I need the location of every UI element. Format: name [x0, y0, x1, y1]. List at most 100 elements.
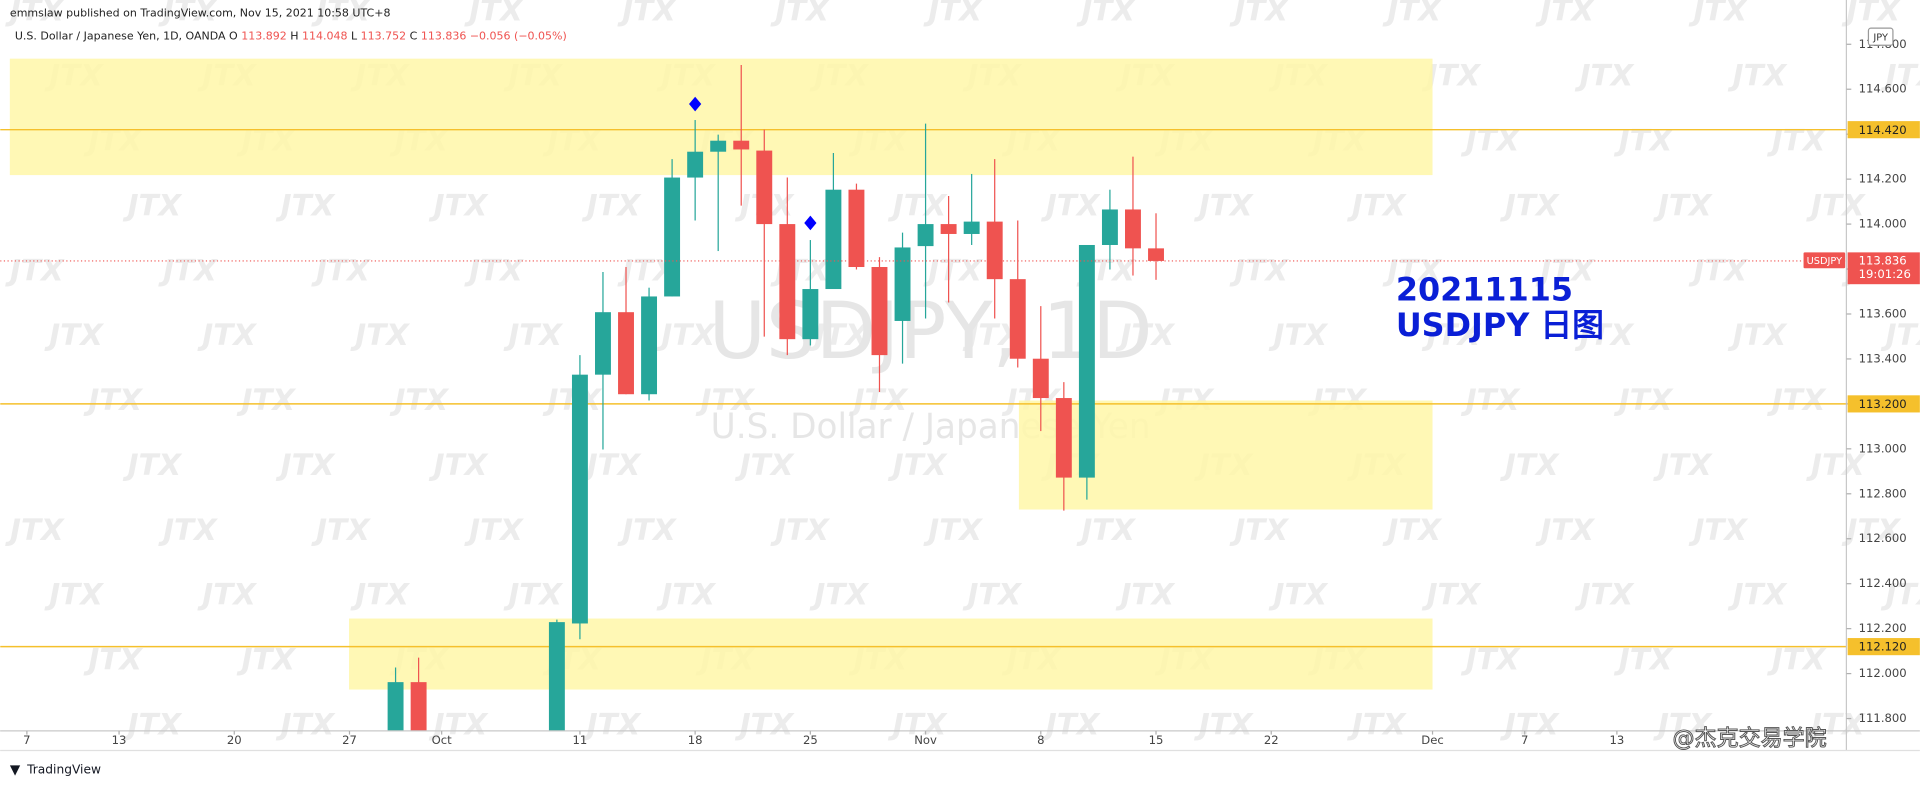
- watermark: JTX: [1382, 253, 1442, 287]
- watermark: JTX: [1688, 513, 1748, 547]
- watermark: JTX: [464, 253, 524, 287]
- watermark: JTX: [464, 513, 524, 547]
- watermark: JTX: [5, 0, 65, 28]
- axes: 111.800 112.000 112.200 112.400 112.600 112.8…: [23, 27, 1920, 747]
- x-tick-label: 27: [342, 733, 357, 747]
- ohlc-value: 114.048: [302, 30, 347, 43]
- watermark: JTX: [1382, 513, 1442, 547]
- watermark: JTX: [888, 708, 948, 742]
- watermark: JTX: [197, 318, 257, 352]
- watermark: JTX: [888, 448, 948, 482]
- watermark: JTX: [1881, 318, 1920, 352]
- watermark: JTX: [923, 513, 983, 547]
- watermark: JTX: [1688, 253, 1748, 287]
- x-tick-label: 8: [1037, 733, 1044, 747]
- watermark: JTX: [311, 513, 371, 547]
- watermark: JTX: [1229, 513, 1289, 547]
- x-tick-label: Dec: [1421, 733, 1443, 747]
- watermark: JTX: [617, 0, 677, 28]
- watermark: JTX: [1461, 643, 1521, 677]
- y-tick-label: 112.400: [1859, 576, 1907, 590]
- watermark: JTX: [5, 513, 65, 547]
- legend-title: U.S. Dollar / Japanese Yen, 1D, OANDA: [15, 30, 226, 43]
- candle-body: [871, 267, 888, 356]
- plot: USDJPY, 1DU.S. Dollar / Japanese Yen: [0, 58, 1847, 731]
- watermark: JTX: [1881, 59, 1920, 93]
- watermark: JTX: [429, 708, 489, 742]
- y-tick-label: 112.000: [1859, 666, 1907, 680]
- marker: [689, 96, 702, 112]
- watermark: JTX: [276, 188, 336, 222]
- candle-body: [710, 140, 727, 152]
- x-tick-label: 7: [23, 733, 30, 747]
- watermark: JTX: [83, 383, 143, 417]
- candle-body: [1125, 209, 1141, 249]
- candle-body: [595, 312, 611, 375]
- watermark: JTX: [1688, 0, 1748, 28]
- watermark: JTX: [1653, 708, 1713, 742]
- marker: [804, 215, 817, 231]
- watermark: JTX: [276, 708, 336, 742]
- watermark: JTX: [1575, 318, 1635, 352]
- watermark: JTX: [1614, 124, 1674, 158]
- watermark: JTX: [1535, 0, 1595, 28]
- watermark: JTX: [1653, 188, 1713, 222]
- y-tick-label: 112.800: [1859, 486, 1907, 500]
- candle-body: [802, 289, 819, 340]
- watermark: JTX: [197, 578, 257, 612]
- watermark: JTX: [1767, 383, 1827, 417]
- watermark: JTX: [1229, 253, 1289, 287]
- level-label: 114.420: [1859, 123, 1907, 137]
- watermark: JTX: [236, 643, 296, 677]
- watermark: JTX: [770, 253, 830, 287]
- level-label: 112.120: [1859, 640, 1907, 654]
- ohlc-value: 113.892: [241, 30, 287, 43]
- ohlc-key: O: [229, 30, 238, 43]
- watermark: JTX: [1500, 708, 1560, 742]
- credit: @杰克交易学院: [1673, 726, 1827, 751]
- watermark: JTX: [923, 253, 983, 287]
- watermark: JTX: [696, 383, 756, 417]
- level-tag: [1847, 395, 1920, 413]
- x-tick-label: 25: [803, 733, 818, 747]
- watermark: JTX: [582, 708, 642, 742]
- legend-change: −0.056 (−0.05%): [470, 30, 567, 43]
- brand-logo: ▼: [10, 763, 21, 778]
- ohlc-key: H: [290, 30, 298, 43]
- watermark: JTX: [1728, 318, 1788, 352]
- watermark: JTX: [1881, 578, 1920, 612]
- price-tag-countdown: 19:01:26: [1859, 267, 1911, 281]
- ohlc-key: C: [410, 30, 418, 43]
- x-tick-label: 13: [1609, 733, 1624, 747]
- watermark: JTX: [849, 383, 909, 417]
- watermark: JTX: [1422, 318, 1482, 352]
- watermark: JTX: [1575, 59, 1635, 93]
- watermark: JTX: [44, 578, 104, 612]
- candle-body: [687, 151, 704, 178]
- watermark: JTX: [1535, 253, 1595, 287]
- y-tick-label: 114.600: [1859, 82, 1907, 96]
- watermark: JTX: [350, 578, 410, 612]
- ohlc-value: 113.836: [421, 30, 467, 43]
- candle-body: [963, 221, 980, 234]
- x-tick-label: 13: [112, 733, 127, 747]
- x-tick-label: 22: [1264, 733, 1279, 747]
- watermark: JTX: [1041, 708, 1101, 742]
- candle-body: [387, 682, 404, 731]
- watermark: JTX: [350, 318, 410, 352]
- candle-body: [1032, 358, 1049, 399]
- candle-body: [664, 177, 681, 297]
- ohlc-value: 113.752: [361, 30, 407, 43]
- candle-body: [1101, 209, 1118, 245]
- y-tick-label: 112.600: [1859, 531, 1907, 545]
- level-label: 113.200: [1859, 397, 1907, 411]
- candle-body: [848, 189, 865, 268]
- watermark: JTX: [1229, 0, 1289, 28]
- watermark: JTX: [1194, 708, 1254, 742]
- watermark: JTX: [582, 188, 642, 222]
- watermark: JTX: [389, 383, 449, 417]
- watermark: JTX: [656, 578, 716, 612]
- ohlc-key: L: [351, 30, 358, 43]
